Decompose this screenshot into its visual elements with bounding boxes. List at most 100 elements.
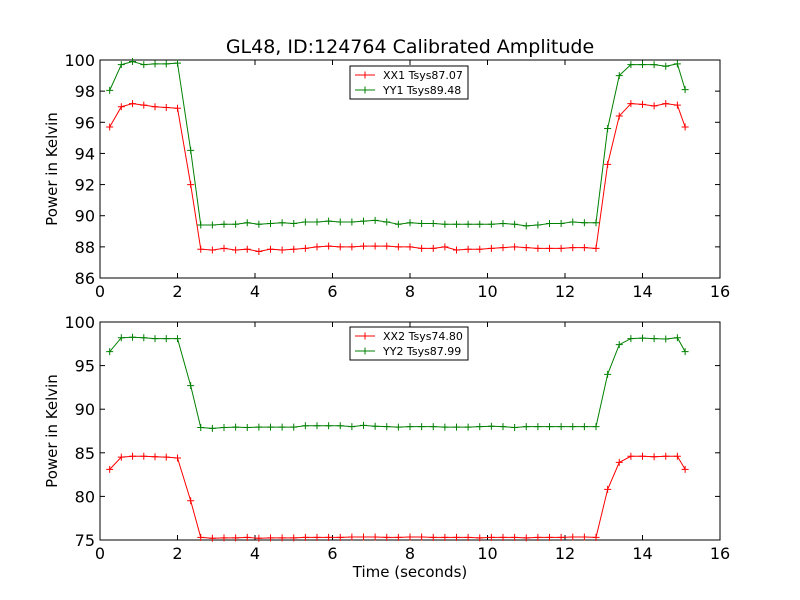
data-point	[476, 245, 484, 253]
data-point	[681, 465, 689, 473]
data-point	[290, 220, 298, 227]
data-point	[336, 243, 344, 251]
data-point	[267, 220, 274, 227]
data-point	[418, 244, 426, 252]
y-tick-label: 95	[75, 357, 95, 376]
data-point	[325, 533, 333, 541]
data-point	[441, 220, 449, 228]
data-point	[117, 61, 125, 69]
data-point	[208, 424, 216, 432]
data-point	[429, 244, 437, 252]
data-point	[464, 423, 472, 431]
legend-label: XX1 Tsys87.07	[383, 69, 463, 82]
data-point	[348, 423, 356, 431]
data-point	[429, 533, 437, 541]
x-tick-label: 8	[405, 282, 415, 301]
x-tick-label: 0	[95, 544, 105, 563]
data-point	[662, 62, 670, 70]
data-point	[627, 335, 635, 343]
data-point	[301, 533, 309, 541]
data-point	[162, 60, 170, 68]
y-tick-label: 90	[75, 207, 95, 226]
data-point	[557, 244, 565, 252]
data-point	[174, 104, 181, 112]
data-point	[615, 72, 623, 80]
data-point	[220, 244, 228, 252]
data-point	[174, 454, 181, 462]
data-point	[662, 335, 670, 343]
data-point	[673, 101, 681, 109]
data-point	[453, 246, 460, 254]
data-point	[511, 220, 519, 228]
data-point	[429, 220, 437, 227]
data-point	[117, 334, 125, 342]
data-point	[301, 422, 309, 430]
data-point	[129, 333, 137, 341]
data-point	[487, 220, 495, 228]
data-point	[546, 220, 553, 227]
data-point	[313, 533, 321, 541]
data-point	[325, 217, 333, 225]
data-point	[476, 534, 484, 542]
data-point	[187, 181, 195, 189]
data-point	[569, 218, 577, 226]
data-point	[650, 335, 658, 343]
data-point	[208, 246, 216, 254]
legend-marker	[361, 86, 369, 94]
data-point	[290, 423, 298, 431]
y-tick-label: 100	[64, 313, 95, 332]
data-point	[129, 58, 137, 66]
data-point	[464, 220, 472, 228]
data-point	[557, 423, 565, 431]
data-point	[140, 61, 148, 69]
x-tick-label: 2	[172, 544, 182, 563]
legend-marker	[361, 347, 369, 355]
data-point	[569, 244, 577, 252]
data-point	[383, 218, 391, 226]
data-point	[522, 423, 530, 431]
data-point	[546, 244, 553, 252]
data-point	[197, 245, 205, 253]
data-point	[639, 334, 646, 342]
data-point	[162, 103, 170, 111]
data-point	[232, 246, 240, 254]
data-point	[187, 497, 195, 505]
x-tick-label: 16	[710, 544, 730, 563]
data-point	[129, 100, 137, 108]
data-point	[511, 424, 519, 432]
x-tick-label: 6	[327, 544, 337, 563]
data-point	[546, 533, 553, 541]
data-point	[406, 219, 414, 227]
data-point	[371, 242, 379, 250]
data-point	[650, 102, 658, 110]
data-point	[557, 533, 565, 541]
data-point	[243, 245, 251, 253]
data-point	[278, 246, 286, 254]
data-point	[243, 219, 251, 227]
data-point	[348, 243, 356, 251]
y-tick-label: 100	[64, 51, 95, 70]
data-point	[383, 533, 391, 541]
data-point	[534, 221, 542, 229]
data-point	[580, 533, 588, 541]
data-point	[557, 220, 565, 227]
data-point	[117, 453, 125, 461]
data-point	[140, 101, 148, 109]
data-point	[406, 423, 414, 431]
data-point	[453, 533, 460, 541]
data-point	[278, 423, 286, 431]
y-tick-label: 94	[75, 144, 95, 163]
data-point	[592, 244, 600, 252]
data-point	[441, 533, 449, 541]
data-point	[348, 533, 356, 541]
data-point	[522, 222, 530, 230]
data-point	[650, 453, 658, 461]
data-point	[371, 216, 379, 224]
data-point	[464, 533, 472, 541]
data-point	[639, 61, 646, 69]
data-point	[140, 334, 148, 342]
data-point	[151, 453, 159, 461]
y-tick-label: 80	[75, 487, 95, 506]
data-point	[650, 61, 658, 69]
data-point	[418, 220, 426, 227]
